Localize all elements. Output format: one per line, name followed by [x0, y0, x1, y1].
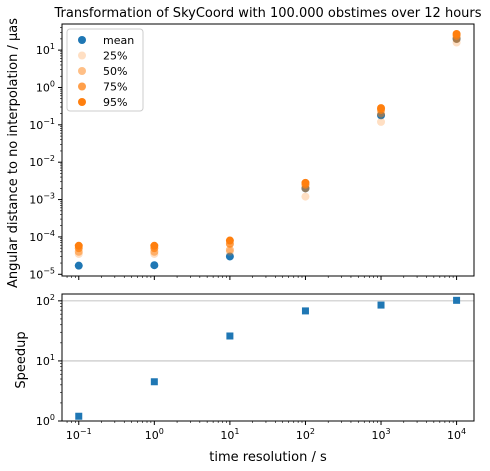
top-y-tick-label-3: 10−2 [29, 154, 55, 169]
top-y-axis-label: Angular distance to no interpolation / µ… [6, 18, 21, 288]
x-axis-label: time resolution / s [209, 450, 327, 465]
marker-25pct-3 [301, 192, 310, 201]
legend-box [66, 28, 144, 112]
chart-title: Transformation of SkyCoord with 100.000 … [53, 6, 481, 21]
legend: mean 25% 50% 75% 95% [66, 28, 144, 112]
legend-label-3: 75% [103, 81, 127, 94]
x-tick-label-4: 103 [371, 427, 390, 442]
marker-95pct-1 [150, 241, 159, 250]
legend-marker-2 [78, 67, 86, 75]
speedup-marker-5 [453, 296, 461, 304]
bottom-y-tick-label-0: 100 [36, 413, 55, 428]
legend-marker-4 [78, 98, 86, 106]
marker-mean-0 [74, 261, 83, 270]
x-tick-label-1: 100 [145, 427, 164, 442]
legend-label-1: 25% [103, 50, 127, 63]
bottom-plot-area: 10−1 100 101 102 103 104 100 101 102 [36, 293, 475, 442]
legend-label-2: 50% [103, 65, 127, 78]
top-y-tick-label-0: 10−5 [29, 266, 55, 281]
bottom-y-axis-label: Speedup [14, 331, 29, 388]
top-y-tick-label-1: 10−4 [29, 229, 55, 244]
top-y-tick-label-4: 10−1 [29, 117, 55, 132]
speedup-marker-0 [75, 412, 83, 420]
legend-label-4: 95% [103, 96, 127, 109]
marker-25pct-4 [377, 117, 386, 126]
marker-mean-1 [150, 261, 159, 270]
bottom-y-tick-label-2: 102 [36, 293, 55, 308]
speedup-marker-4 [377, 301, 385, 309]
legend-marker-1 [78, 51, 86, 60]
bottom-y-tick-label-1: 101 [36, 353, 55, 368]
top-y-tick-label-5: 100 [36, 79, 55, 94]
x-tick-label-0: 10−1 [66, 427, 92, 442]
marker-50pct-2 [225, 245, 234, 254]
top-y-tick-label-2: 10−3 [29, 192, 55, 207]
x-tick-label-2: 101 [220, 427, 239, 442]
marker-95pct-2 [225, 236, 234, 245]
marker-95pct-3 [301, 178, 310, 187]
legend-marker-0 [78, 36, 86, 44]
marker-95pct-4 [377, 104, 386, 113]
speedup-marker-1 [150, 378, 158, 386]
x-tick-label-3: 102 [296, 427, 315, 442]
speedup-marker-2 [226, 332, 234, 340]
bottom-plot-frame [61, 293, 475, 422]
marker-mean-2 [225, 252, 234, 261]
top-plot-frame [61, 23, 475, 277]
legend-marker-3 [78, 82, 86, 91]
speedup-marker-3 [301, 307, 309, 315]
marker-95pct-0 [74, 241, 83, 250]
top-y-tick-label-6: 101 [36, 42, 55, 57]
marker-95pct-5 [452, 29, 461, 38]
legend-label-0: mean [103, 34, 134, 47]
top-plot-area: 10−5 10−4 10−3 10−2 10−1 100 101 [29, 23, 475, 281]
x-tick-label-5: 104 [447, 427, 466, 442]
